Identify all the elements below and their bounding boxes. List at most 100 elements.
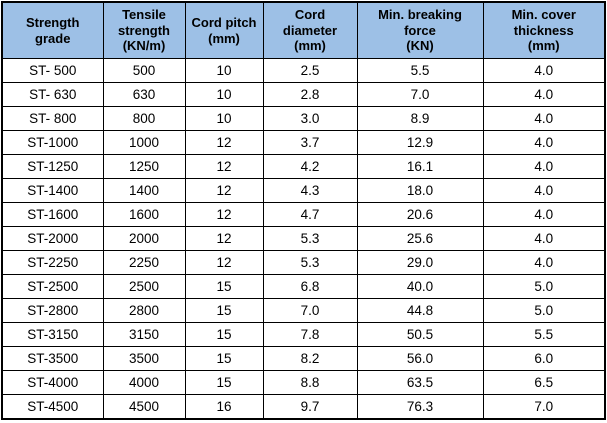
table-row: ST-2000 2000 12 5.3 25.6 4.0 [1, 226, 606, 251]
table-cell: 16.1 [356, 154, 484, 179]
table-cell: 500 [102, 58, 186, 83]
table-cell: 4.0 [482, 106, 606, 131]
table-body: ST- 500 500 10 2.5 5.5 4.0 ST- 630 630 10 2.8 7.0 4… [1, 58, 606, 420]
table-cell: 5.0 [482, 298, 606, 323]
table-cell: 15 [184, 370, 264, 395]
table-cell: ST- 630 [1, 82, 104, 107]
table-row: ST-1400 1400 12 4.3 18.0 4.0 [1, 178, 606, 203]
table-cell: 4.0 [482, 202, 606, 227]
table-cell: 7.0 [356, 82, 484, 107]
table-cell: ST-4000 [1, 370, 104, 395]
table-cell: 5.5 [482, 322, 606, 347]
table-cell: 1400 [102, 178, 186, 203]
table-cell: 44.8 [356, 298, 484, 323]
table-cell: 5.3 [262, 250, 358, 275]
table-cell: 4500 [102, 394, 186, 420]
table-row: ST- 500 500 10 2.5 5.5 4.0 [1, 58, 606, 83]
table-cell: 4.0 [482, 226, 606, 251]
table-cell: 8.8 [262, 370, 358, 395]
table-cell: 6.8 [262, 274, 358, 299]
table-cell: ST-4500 [1, 394, 104, 420]
table-cell: 8.2 [262, 346, 358, 371]
table-cell: 5.0 [482, 274, 606, 299]
table-cell: 4000 [102, 370, 186, 395]
table-cell: ST-2250 [1, 250, 104, 275]
table-cell: 1000 [102, 130, 186, 155]
table-cell: 3.7 [262, 130, 358, 155]
table-cell: 12 [184, 178, 264, 203]
table-cell: 7.8 [262, 322, 358, 347]
table-cell: 5.3 [262, 226, 358, 251]
table-cell: 40.0 [356, 274, 484, 299]
table-cell: 4.7 [262, 202, 358, 227]
table-cell: 2800 [102, 298, 186, 323]
table-cell: ST-1000 [1, 130, 104, 155]
table-cell: 12.9 [356, 130, 484, 155]
table-cell: 3.0 [262, 106, 358, 131]
table-cell: 2.8 [262, 82, 358, 107]
table-cell: ST-1250 [1, 154, 104, 179]
table-cell: 29.0 [356, 250, 484, 275]
table-cell: ST-3500 [1, 346, 104, 371]
table-cell: 4.0 [482, 58, 606, 83]
table-cell: ST- 500 [1, 58, 104, 83]
column-header: Tensile strength (KN/m) [102, 1, 186, 59]
table-row: ST-4500 4500 16 9.7 76.3 7.0 [1, 394, 606, 420]
table-cell: 76.3 [356, 394, 484, 420]
table-cell: 12 [184, 226, 264, 251]
table-cell: 50.5 [356, 322, 484, 347]
table-cell: ST-1600 [1, 202, 104, 227]
table-cell: 4.0 [482, 130, 606, 155]
table-cell: ST-3150 [1, 322, 104, 347]
column-header: Min. cover thickness (mm) [482, 1, 606, 59]
table-row: ST-1250 1250 12 4.2 16.1 4.0 [1, 154, 606, 179]
table-cell: 6.5 [482, 370, 606, 395]
table-cell: 4.2 [262, 154, 358, 179]
table-cell: 2.5 [262, 58, 358, 83]
table-row: ST-2500 2500 15 6.8 40.0 5.0 [1, 274, 606, 299]
column-header: Min. breaking force (KN) [356, 1, 484, 59]
table-cell: 2250 [102, 250, 186, 275]
table-cell: 12 [184, 250, 264, 275]
table-row: ST-3150 3150 15 7.8 50.5 5.5 [1, 322, 606, 347]
table-cell: ST-2500 [1, 274, 104, 299]
table-row: ST- 630 630 10 2.8 7.0 4.0 [1, 82, 606, 107]
table-cell: 12 [184, 154, 264, 179]
table-row: ST- 800 800 10 3.0 8.9 4.0 [1, 106, 606, 131]
table-cell: 15 [184, 298, 264, 323]
table-cell: 7.0 [262, 298, 358, 323]
table-cell: 63.5 [356, 370, 484, 395]
table-cell: 3500 [102, 346, 186, 371]
table-cell: 15 [184, 322, 264, 347]
table-cell: 5.5 [356, 58, 484, 83]
table-cell: 7.0 [482, 394, 606, 420]
table-cell: 10 [184, 106, 264, 131]
table-cell: 4.0 [482, 82, 606, 107]
table-cell: 9.7 [262, 394, 358, 420]
table-cell: 15 [184, 274, 264, 299]
table-cell: 10 [184, 58, 264, 83]
table-cell: 3150 [102, 322, 186, 347]
column-header: Cord diameter (mm) [262, 1, 358, 59]
table-cell: 1250 [102, 154, 186, 179]
table-cell: 12 [184, 202, 264, 227]
table-cell: 6.0 [482, 346, 606, 371]
table-cell: 1600 [102, 202, 186, 227]
table-row: ST-4000 4000 15 8.8 63.5 6.5 [1, 370, 606, 395]
table-header-row: Strength grade Tensile strength (KN/m) Cor… [1, 1, 606, 59]
table-cell: 8.9 [356, 106, 484, 131]
table-cell: 20.6 [356, 202, 484, 227]
table-row: ST-2800 2800 15 7.0 44.8 5.0 [1, 298, 606, 323]
table-cell: 4.3 [262, 178, 358, 203]
table-cell: 15 [184, 346, 264, 371]
table-header: Strength grade Tensile strength (KN/m) Cor… [1, 1, 606, 59]
table-cell: 4.0 [482, 178, 606, 203]
table-cell: ST- 800 [1, 106, 104, 131]
table-cell: 2000 [102, 226, 186, 251]
table-cell: ST-1400 [1, 178, 104, 203]
table-cell: 630 [102, 82, 186, 107]
table-cell: 4.0 [482, 154, 606, 179]
table-cell: 2500 [102, 274, 186, 299]
table-row: ST-3500 3500 15 8.2 56.0 6.0 [1, 346, 606, 371]
